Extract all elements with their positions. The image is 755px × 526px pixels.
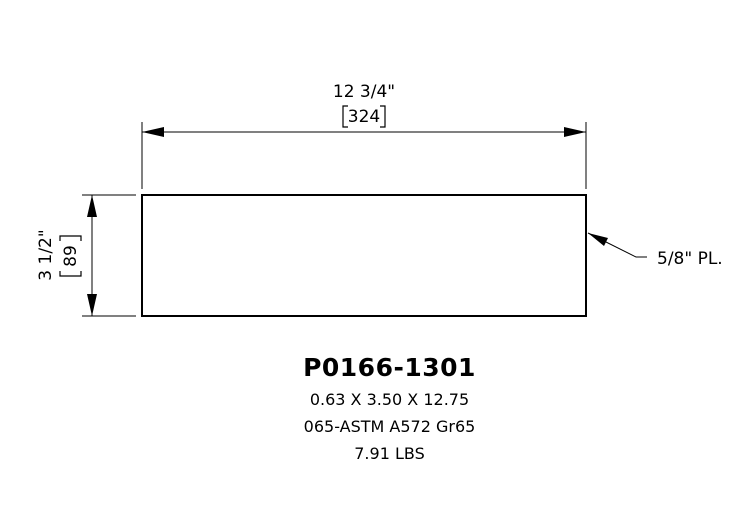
height-metric-bracket-bottom <box>59 271 82 277</box>
width-arrow-left <box>142 127 164 137</box>
width-metric-bracket-right <box>380 105 386 128</box>
callout-arrowhead <box>588 233 608 246</box>
part-material: 065-ASTM A572 Gr65 <box>303 417 476 436</box>
width-imperial-label: 12 3/4" <box>333 82 395 102</box>
title-block: P0166-1301 0.63 X 3.50 X 12.75 065-ASTM … <box>0 350 755 467</box>
width-metric-bracket-left <box>342 105 348 128</box>
width-arrow-right <box>564 127 586 137</box>
part-weight: 7.91 LBS <box>354 444 425 463</box>
height-imperial-label: 3 1/2" <box>36 229 56 280</box>
height-arrow-top <box>87 195 97 217</box>
callout-label: 5/8" PL. <box>657 249 723 269</box>
width-metric-label: 324 <box>348 107 380 127</box>
height-metric-label: 89 <box>61 245 81 267</box>
part-number: P0166-1301 <box>303 353 476 382</box>
height-arrow-bottom <box>87 294 97 316</box>
part-size: 0.63 X 3.50 X 12.75 <box>309 390 470 409</box>
height-metric-bracket-top <box>59 235 82 241</box>
plate-outline <box>141 194 587 317</box>
